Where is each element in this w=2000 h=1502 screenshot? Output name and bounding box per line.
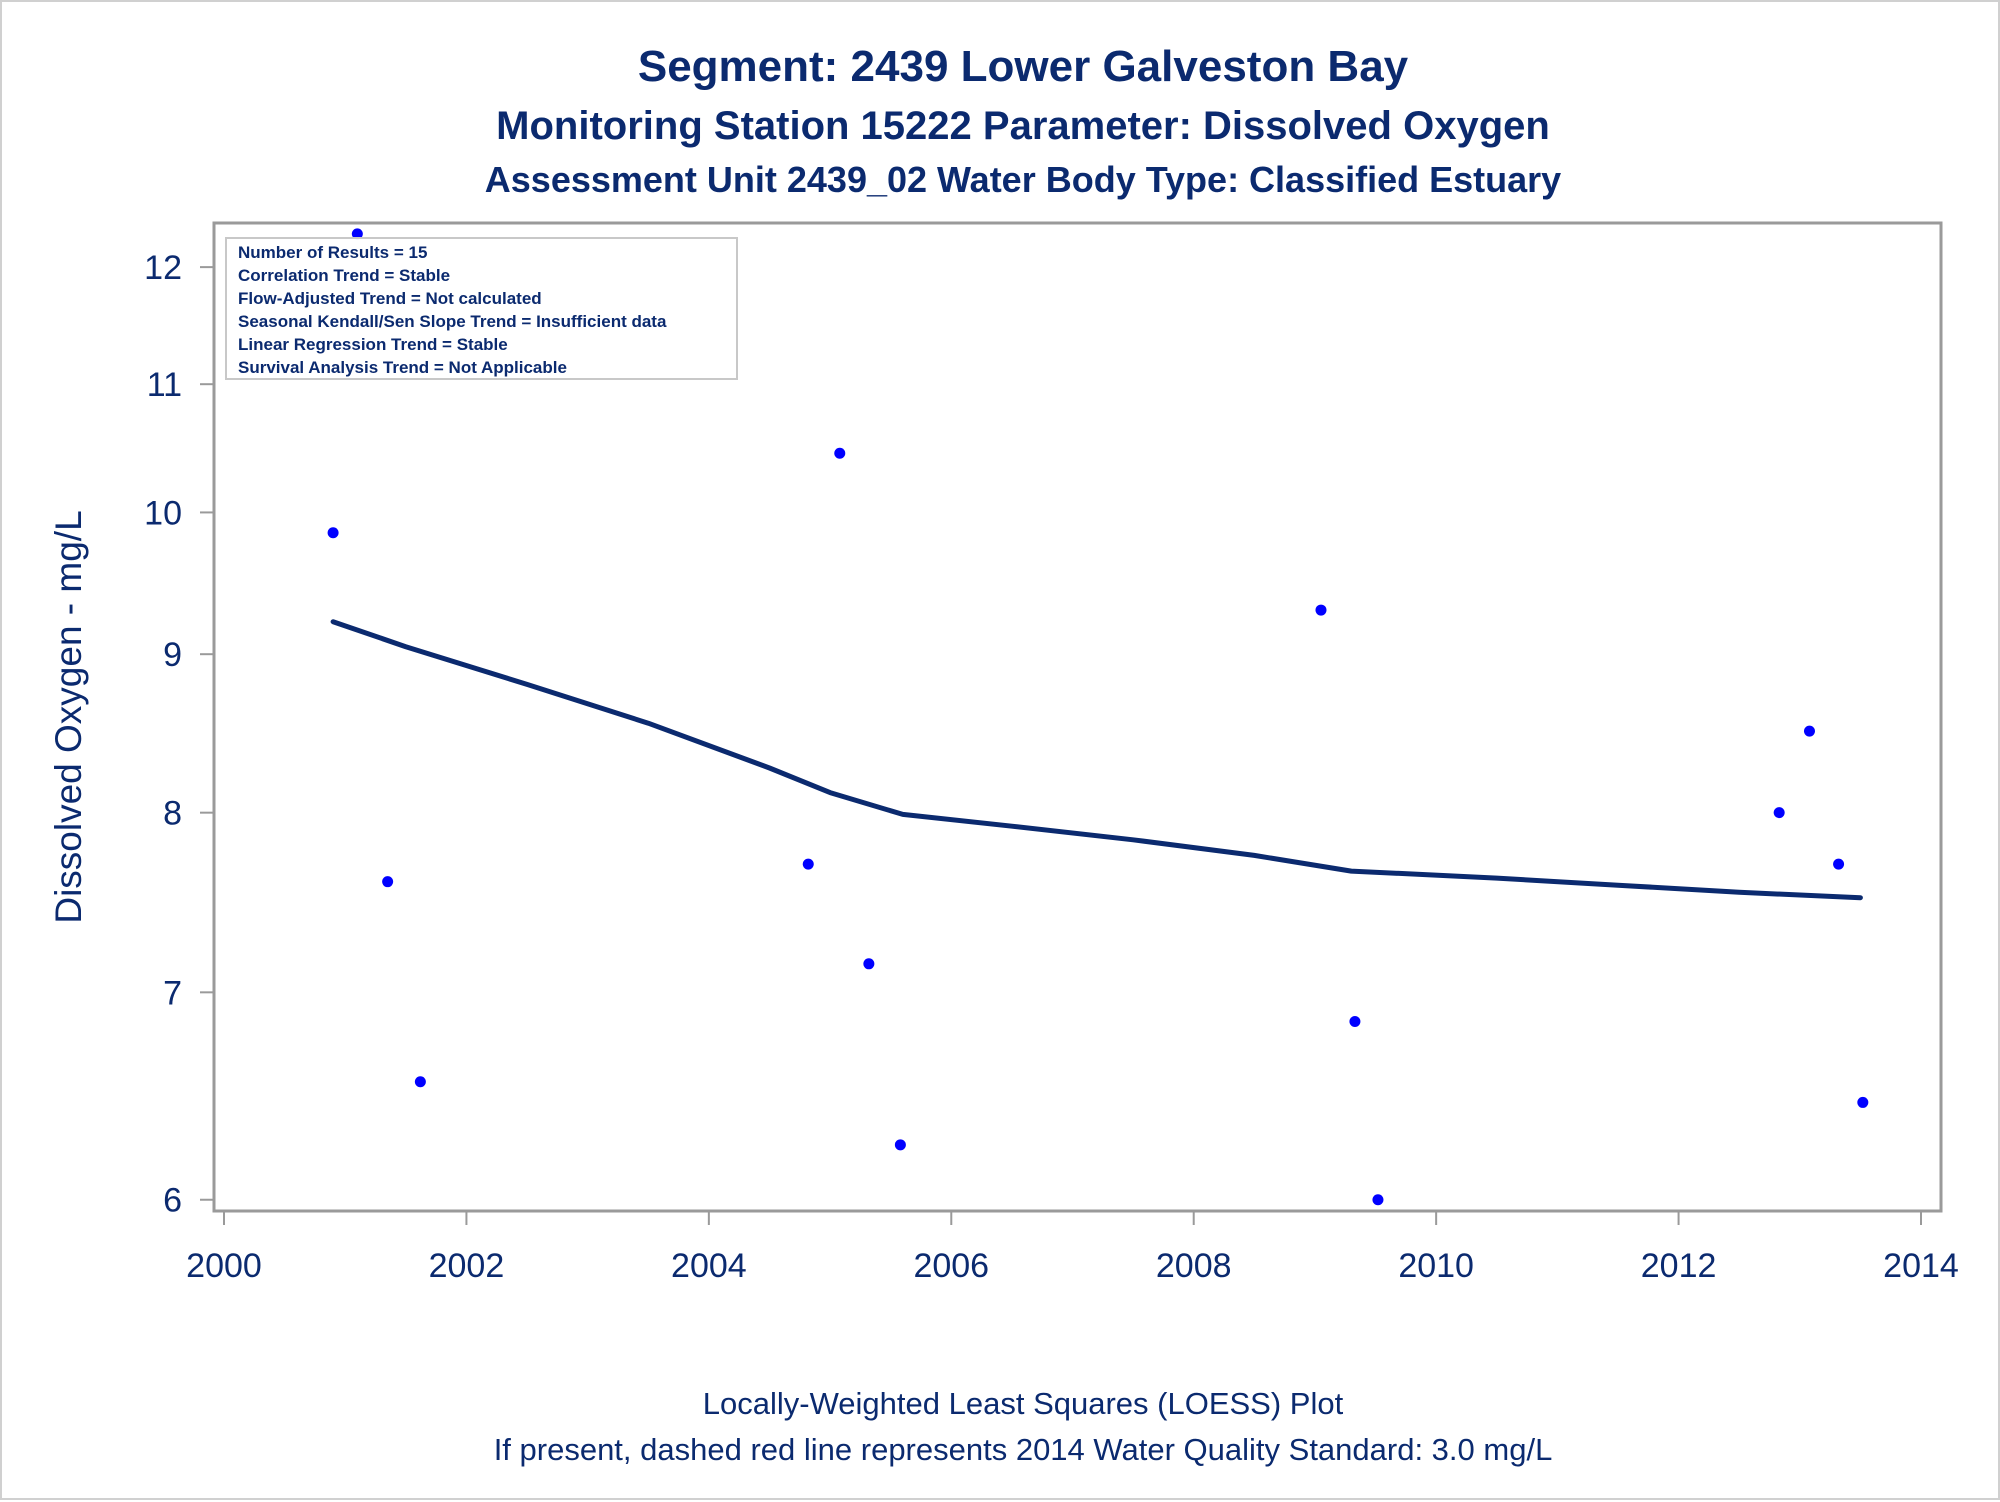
data-point (894, 1139, 906, 1151)
y-axis-label: Dissolved Oxygen - mg/L (48, 510, 89, 923)
stats-box-border (225, 237, 738, 380)
stats-box: Number of Results = 15 Correlation Trend… (225, 237, 738, 380)
data-point (1803, 725, 1815, 737)
footnote-1: Locally-Weighted Least Squares (LOESS) P… (703, 1386, 1344, 1421)
chart-subtitle: Monitoring Station 15222 Parameter: Diss… (496, 104, 1550, 148)
data-point (1372, 1194, 1384, 1206)
x-axis: 2000 2002 2004 2006 2008 2010 2012 2014 (186, 1211, 1959, 1285)
y-tick-label: 6 (163, 1182, 182, 1220)
x-tick-label: 2004 (671, 1247, 747, 1285)
x-tick-label: 2010 (1398, 1247, 1474, 1285)
data-point (802, 858, 814, 870)
data-point (414, 1076, 426, 1088)
footnote-2: If present, dashed red line represents 2… (494, 1432, 1553, 1467)
y-tick-label: 9 (163, 636, 182, 674)
data-point (863, 958, 875, 970)
plot-area-border (212, 221, 1943, 1213)
data-point (382, 876, 394, 888)
data-point (1773, 807, 1785, 819)
y-tick-label: 7 (163, 974, 182, 1012)
y-tick-label: 8 (163, 795, 182, 833)
data-point (327, 527, 339, 539)
loess-layer (330, 619, 1863, 901)
data-point (351, 228, 363, 240)
x-tick-label: 2000 (186, 1247, 262, 1285)
x-tick-label: 2006 (913, 1247, 989, 1285)
loess-line (330, 619, 1863, 901)
data-point (834, 447, 846, 459)
points-layer (327, 228, 1869, 1206)
x-tick-label: 2008 (1156, 1247, 1232, 1285)
data-point (1349, 1015, 1361, 1027)
data-point (1833, 858, 1845, 870)
y-tick-label: 10 (144, 494, 182, 532)
stats-line: Number of Results = 15 (238, 243, 427, 262)
stats-line: Linear Regression Trend = Stable (238, 335, 508, 354)
chart-title: Segment: 2439 Lower Galveston Bay (638, 42, 1409, 91)
stats-line: Seasonal Kendall/Sen Slope Trend = Insuf… (238, 312, 667, 331)
x-tick-label: 2014 (1883, 1247, 1959, 1285)
x-tick-label: 2012 (1641, 1247, 1717, 1285)
stats-line: Survival Analysis Trend = Not Applicable (238, 358, 567, 377)
stats-line: Flow-Adjusted Trend = Not calculated (238, 289, 542, 308)
y-tick-label: 12 (144, 249, 182, 287)
data-point (1857, 1096, 1869, 1108)
stats-line: Correlation Trend = Stable (238, 266, 450, 285)
x-tick-label: 2002 (429, 1247, 505, 1285)
chart-subtitle-2: Assessment Unit 2439_02 Water Body Type:… (485, 159, 1561, 200)
data-point (1315, 604, 1327, 616)
y-axis: 6 7 8 9 10 11 12 (144, 249, 214, 1220)
y-tick-label: 11 (147, 366, 182, 404)
